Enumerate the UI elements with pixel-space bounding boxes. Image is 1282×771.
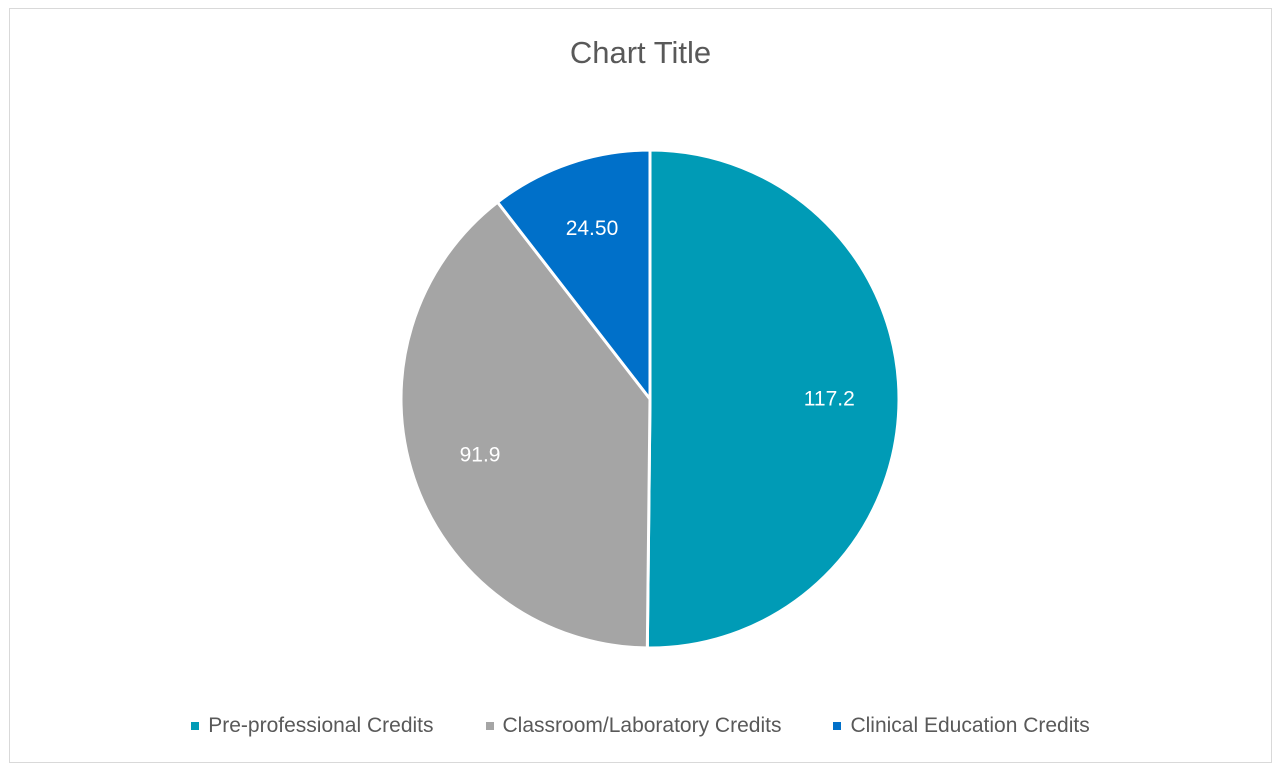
chart-frame: Chart Title 117.2 91.9 24.50 Pre-professio… bbox=[9, 8, 1272, 763]
pie-slice-2 bbox=[399, 200, 652, 650]
pie-slice-3 bbox=[496, 148, 652, 401]
pie-slice-1 bbox=[645, 148, 901, 650]
legend-item-3: Clinical Education Credits bbox=[833, 714, 1090, 738]
legend-label-2: Classroom/Laboratory Credits bbox=[502, 714, 782, 737]
data-label-3: 24.50 bbox=[566, 217, 619, 240]
legend-swatch-2 bbox=[485, 722, 494, 730]
pie-chart: 117.2 91.9 24.50 bbox=[399, 148, 901, 650]
legend: Pre-professional Credits Classroom/Labora… bbox=[10, 714, 1271, 738]
legend-swatch-1 bbox=[191, 722, 200, 730]
data-label-1: 117.2 bbox=[804, 388, 855, 411]
legend-item-2: Classroom/Laboratory Credits bbox=[485, 714, 782, 738]
legend-label-1: Pre-professional Credits bbox=[208, 714, 434, 737]
legend-item-1: Pre-professional Credits bbox=[191, 714, 434, 738]
legend-label-3: Clinical Education Credits bbox=[850, 714, 1090, 737]
chart-title: Chart Title bbox=[569, 35, 712, 70]
data-label-2: 91.9 bbox=[460, 444, 501, 467]
legend-swatch-3 bbox=[833, 722, 842, 730]
